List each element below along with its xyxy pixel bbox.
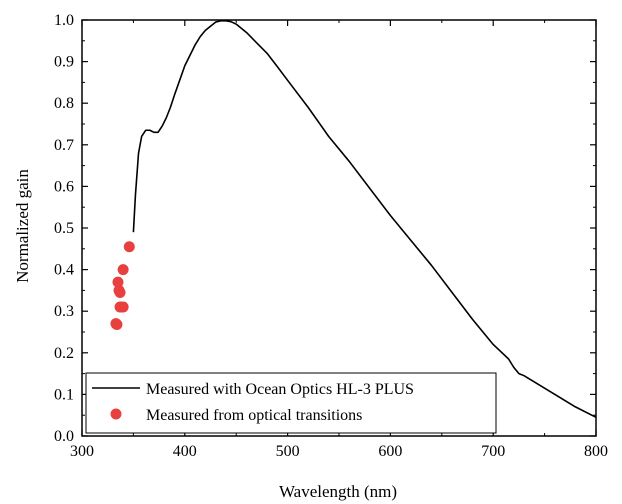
y-tick-label: 0.7 <box>54 137 74 154</box>
series-line-ocean-optics <box>133 21 596 417</box>
legend-label-scatter: Measured from optical transitions <box>146 407 362 424</box>
x-axis-label: Wavelength (nm) <box>279 482 397 501</box>
y-tick-label: 0.2 <box>54 345 74 362</box>
x-tick-label: 300 <box>70 443 94 460</box>
legend-marker-swatch <box>111 409 122 420</box>
scatter-point-optical-transition <box>118 302 129 313</box>
x-tick-label: 400 <box>173 443 197 460</box>
legend-label-line: Measured with Ocean Optics HL-3 PLUS <box>146 381 414 398</box>
x-tick-label: 700 <box>481 443 505 460</box>
x-tick-label: 800 <box>584 443 608 460</box>
scatter-point-optical-transition <box>124 241 135 252</box>
x-tick-label: 500 <box>276 443 300 460</box>
y-tick-label: 0.0 <box>54 428 74 445</box>
scatter-point-optical-transition <box>115 287 126 298</box>
y-tick-label: 1.0 <box>54 12 74 29</box>
y-tick-label: 0.9 <box>54 54 74 71</box>
y-tick-label: 0.4 <box>54 262 74 279</box>
y-axis-label: Normalized gain <box>13 169 32 283</box>
y-tick-label: 0.8 <box>54 95 74 112</box>
legend: Measured with Ocean Optics HL-3 PLUS Mea… <box>86 373 496 433</box>
y-tick-label: 0.1 <box>54 386 74 403</box>
y-tick-label: 0.5 <box>54 220 74 237</box>
y-tick-label: 0.6 <box>54 178 74 195</box>
scatter-point-optical-transition <box>111 319 122 330</box>
plot-data <box>110 21 596 417</box>
scatter-point-optical-transition <box>118 264 129 275</box>
y-tick-label: 0.3 <box>54 303 74 320</box>
x-tick-label: 600 <box>378 443 402 460</box>
